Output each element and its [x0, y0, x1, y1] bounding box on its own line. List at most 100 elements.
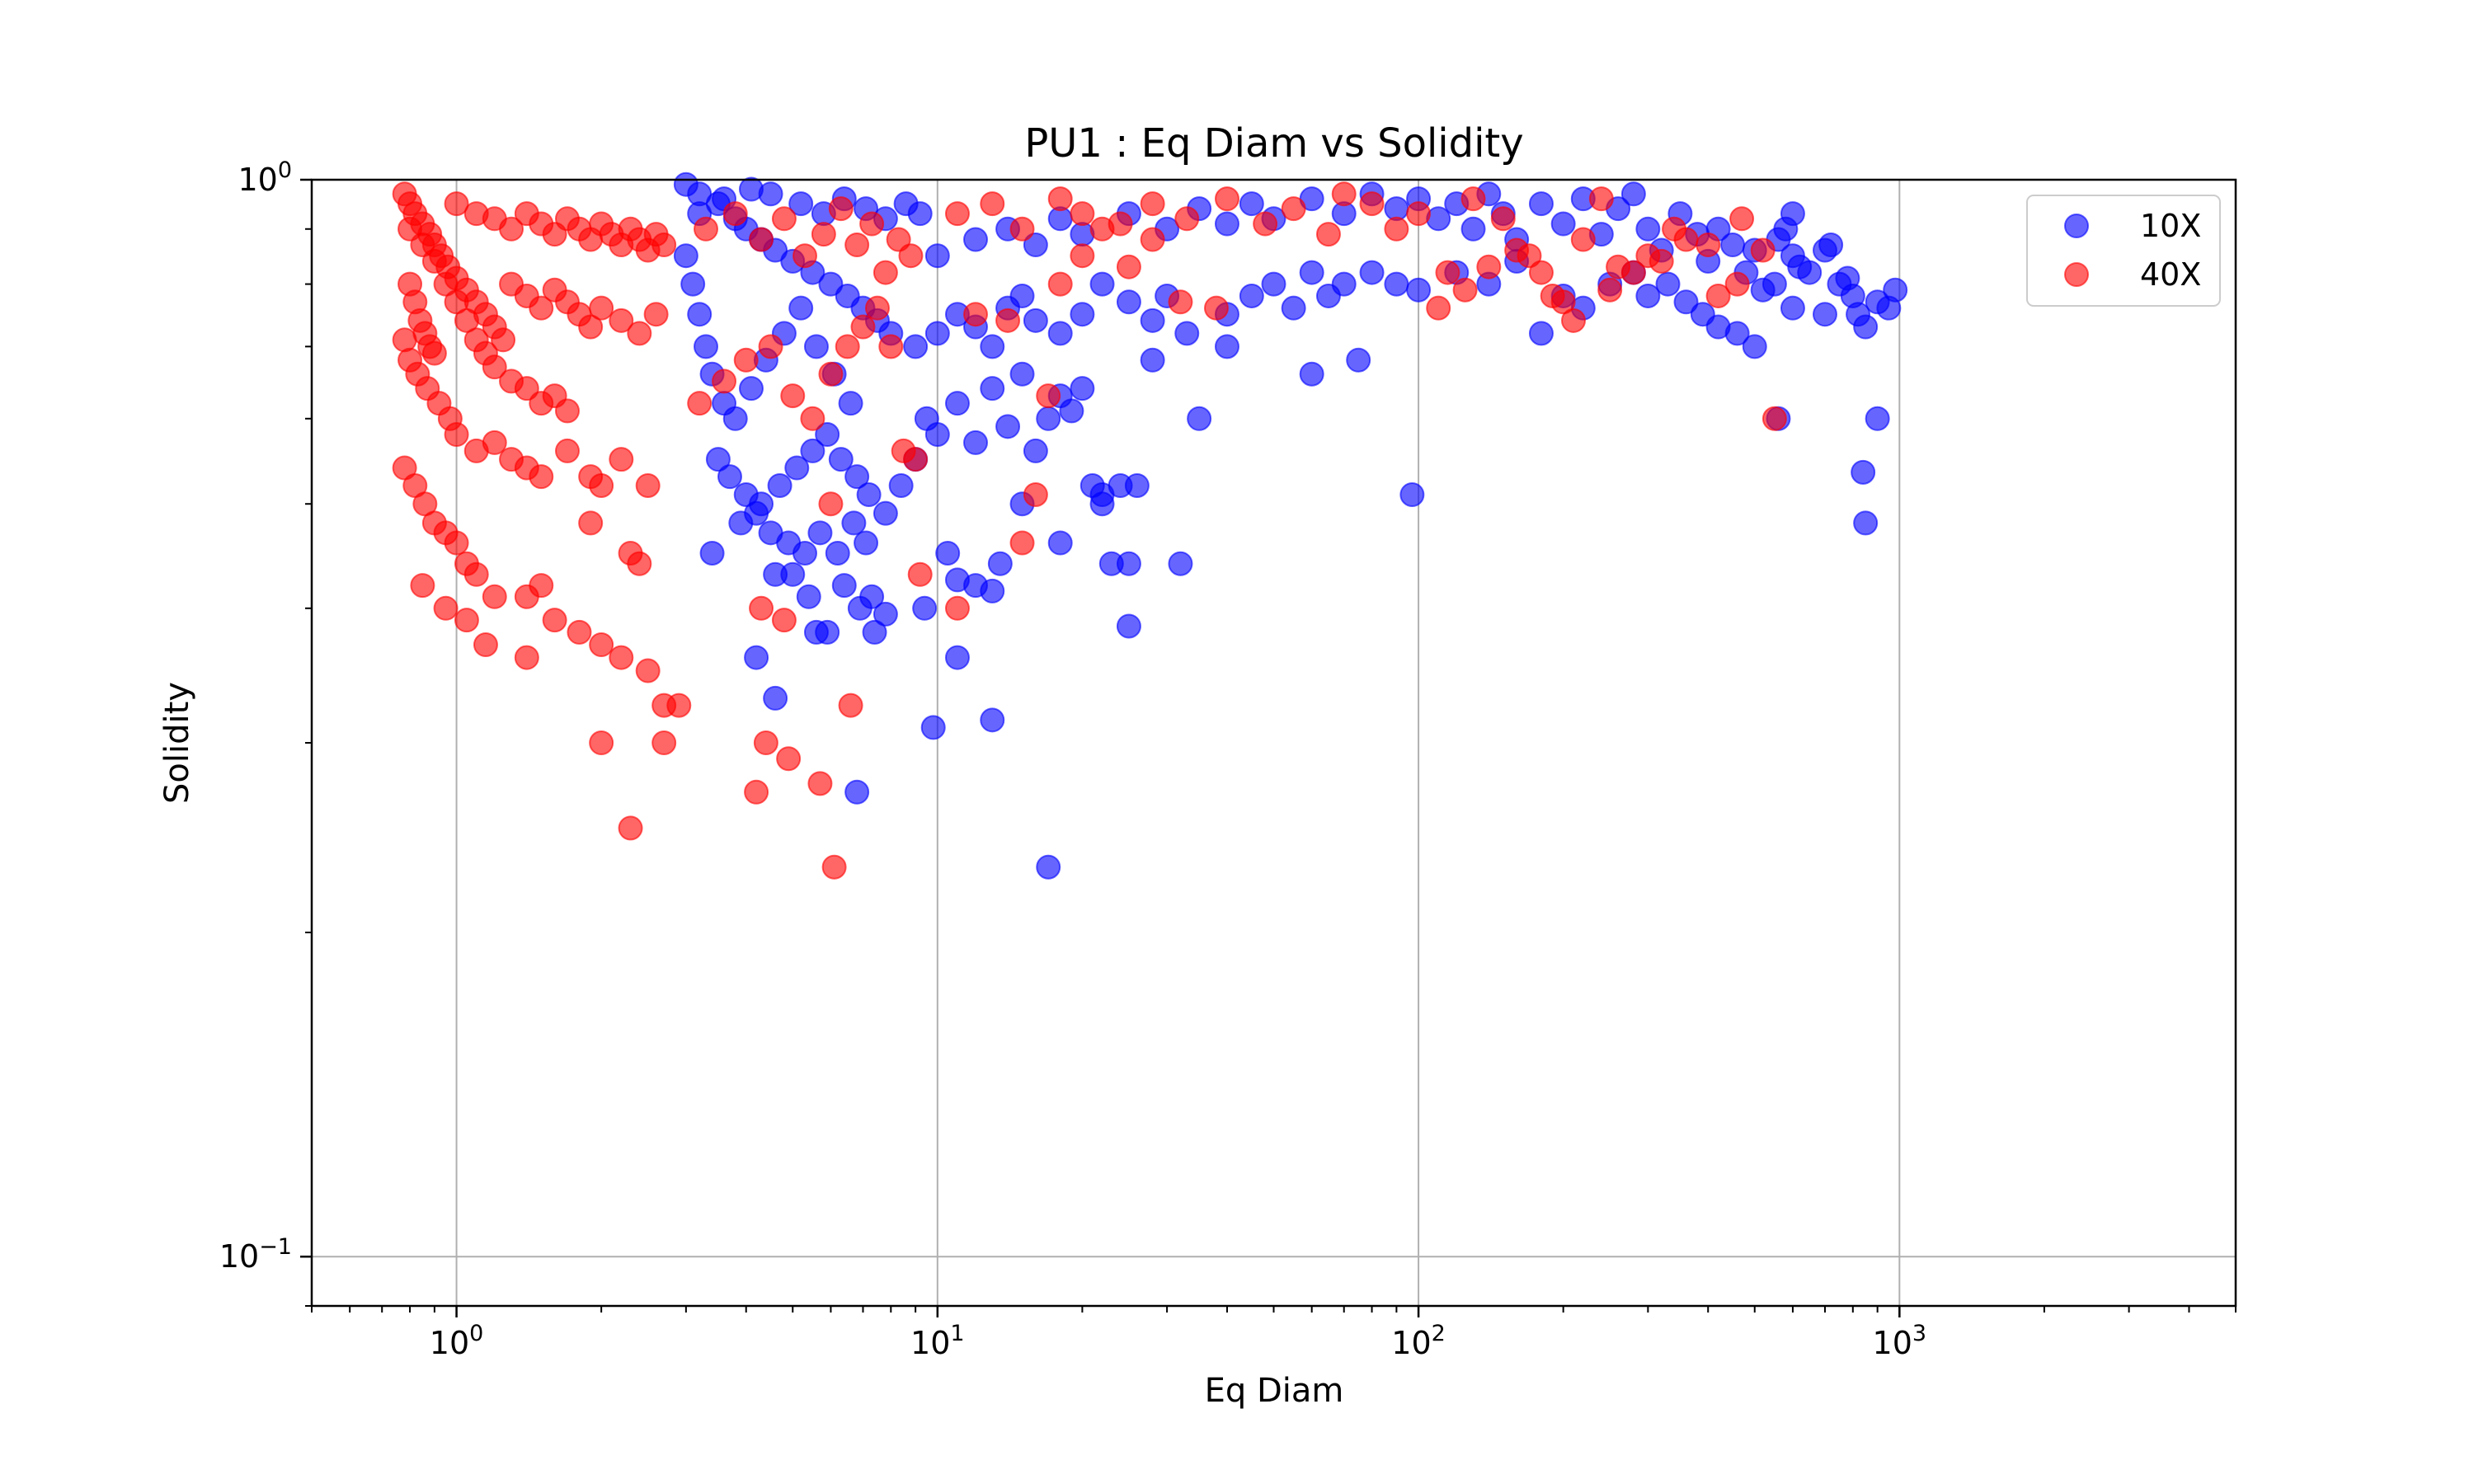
point-10x [963, 430, 989, 455]
point-40x [1070, 201, 1095, 227]
point-40x [872, 260, 898, 285]
point-10x [1108, 472, 1133, 498]
point-10x [1761, 271, 1787, 297]
point-10x [841, 510, 867, 536]
point-40x [776, 746, 802, 772]
point-10x [1023, 438, 1048, 463]
point-10x [1812, 302, 1837, 327]
point-40x [1673, 227, 1699, 252]
point-10x [1047, 321, 1073, 346]
point-10x [744, 500, 769, 526]
point-10x [780, 561, 806, 587]
point-40x [514, 645, 539, 670]
point-40x [529, 573, 554, 599]
point-40x [1406, 201, 1432, 227]
point-40x [473, 632, 498, 658]
point-40x [780, 383, 806, 409]
point-10x [1036, 406, 1061, 431]
point-40x [589, 730, 614, 755]
point-40x [627, 551, 652, 576]
point-40x [1435, 260, 1460, 285]
point-10x [793, 540, 818, 566]
point-40x [1009, 530, 1035, 556]
point-10x [1070, 376, 1095, 402]
point-40x [1116, 254, 1141, 279]
point-40x [499, 216, 524, 242]
point-10x [844, 779, 870, 805]
point-40x [722, 201, 748, 227]
point-10x [1528, 321, 1554, 346]
point-10x [788, 295, 814, 321]
point-40x [567, 619, 592, 645]
point-40x [1570, 227, 1596, 252]
point-10x [1460, 216, 1486, 242]
point-10x [1239, 191, 1264, 217]
point-40x [835, 334, 860, 359]
x-axis-ticks: 100 101 102 103 [311, 1306, 2236, 1361]
point-40x [609, 308, 634, 333]
point-40x [1761, 406, 1787, 431]
point-10x [1070, 302, 1095, 327]
point-10x [763, 685, 788, 711]
point-40x [907, 561, 933, 587]
point-10x [862, 619, 887, 645]
point-10x [687, 302, 713, 327]
point-10x [815, 619, 840, 645]
point-40x [807, 771, 833, 796]
point-40x [529, 295, 554, 321]
point-10x [1036, 854, 1061, 880]
point-40x [643, 302, 669, 327]
point-40x [482, 355, 507, 380]
point-10x [788, 191, 814, 217]
point-40x [758, 334, 783, 359]
point-40x [878, 334, 904, 359]
point-40x [1036, 383, 1061, 409]
point-40x [1174, 206, 1200, 232]
point-40x [482, 430, 507, 455]
point-40x [410, 573, 435, 599]
point-10x [796, 584, 821, 609]
point-10x [800, 438, 825, 463]
point-40x [1140, 191, 1165, 217]
point-10x [1399, 481, 1425, 507]
point-40x [1588, 186, 1614, 212]
point-10x [987, 551, 1013, 576]
point-40x [828, 196, 854, 222]
point-40x [1108, 211, 1133, 237]
point-10x [705, 447, 731, 472]
point-40x [529, 464, 554, 490]
point-40x [1550, 289, 1576, 315]
point-10x [1023, 308, 1048, 333]
point-40x [844, 232, 870, 258]
point-10x [1620, 181, 1646, 207]
point-40x [444, 191, 469, 217]
point-40x [1047, 271, 1073, 297]
point-10x [815, 422, 840, 448]
point-40x [444, 289, 469, 315]
point-40x [1729, 206, 1755, 232]
point-40x [1452, 277, 1478, 303]
point-40x [578, 314, 604, 340]
point-10x [738, 376, 764, 402]
point-40x [744, 779, 769, 805]
point-10x [1818, 232, 1844, 258]
point-40x [554, 438, 580, 463]
point-10x [1406, 277, 1432, 303]
point-10x [758, 181, 783, 207]
point-10x [1116, 551, 1141, 576]
point-10x [944, 645, 970, 670]
point-40x [753, 730, 778, 755]
point-40x [821, 854, 847, 880]
point-40x [454, 608, 479, 633]
point-40x [944, 201, 970, 227]
y-tick-label: 100 [238, 157, 292, 198]
point-40x [733, 347, 759, 373]
point-10x [1724, 321, 1750, 346]
point-40x [1460, 186, 1486, 212]
point-40x [980, 191, 1005, 217]
chart-title: PU1 : Eq Diam vs Solidity [1024, 120, 1523, 167]
point-10x [699, 540, 725, 566]
x-tick-label: 101 [910, 1321, 965, 1361]
point-40x [811, 222, 836, 247]
legend: 10X 40X [2026, 195, 2221, 307]
